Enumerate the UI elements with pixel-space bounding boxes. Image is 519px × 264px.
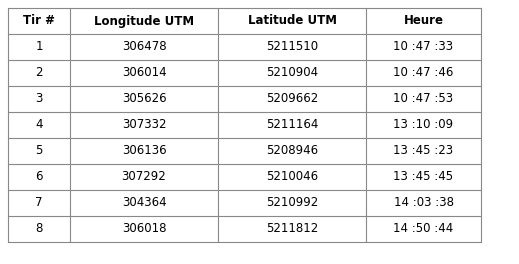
Text: 306014: 306014 xyxy=(121,67,166,79)
Text: 6: 6 xyxy=(35,171,43,183)
Text: 7: 7 xyxy=(35,196,43,210)
Text: 8: 8 xyxy=(35,223,43,235)
Text: 14 :03 :38: 14 :03 :38 xyxy=(393,196,454,210)
Text: 5210992: 5210992 xyxy=(266,196,318,210)
Text: 2: 2 xyxy=(35,67,43,79)
Text: 10 :47 :33: 10 :47 :33 xyxy=(393,40,454,54)
Text: 5208946: 5208946 xyxy=(266,144,318,158)
Text: 5209662: 5209662 xyxy=(266,92,318,106)
Text: Longitude UTM: Longitude UTM xyxy=(94,15,194,27)
Text: Heure: Heure xyxy=(403,15,444,27)
Text: 5210904: 5210904 xyxy=(266,67,318,79)
Text: 304364: 304364 xyxy=(121,196,166,210)
Text: 307292: 307292 xyxy=(121,171,167,183)
Text: 13 :45 :45: 13 :45 :45 xyxy=(393,171,454,183)
Text: 5: 5 xyxy=(35,144,43,158)
Text: 3: 3 xyxy=(35,92,43,106)
Text: 305626: 305626 xyxy=(121,92,166,106)
Text: 13 :45 :23: 13 :45 :23 xyxy=(393,144,454,158)
Text: 306136: 306136 xyxy=(121,144,166,158)
Text: 13 :10 :09: 13 :10 :09 xyxy=(393,119,454,131)
Text: Tir #: Tir # xyxy=(23,15,55,27)
Text: 306018: 306018 xyxy=(122,223,166,235)
Text: 14 :50 :44: 14 :50 :44 xyxy=(393,223,454,235)
Text: 5211510: 5211510 xyxy=(266,40,318,54)
Text: 5211164: 5211164 xyxy=(266,119,318,131)
Text: 4: 4 xyxy=(35,119,43,131)
Text: 10 :47 :53: 10 :47 :53 xyxy=(393,92,454,106)
Text: 5210046: 5210046 xyxy=(266,171,318,183)
Text: 307332: 307332 xyxy=(122,119,166,131)
Text: Latitude UTM: Latitude UTM xyxy=(248,15,336,27)
Text: 1: 1 xyxy=(35,40,43,54)
Text: 5211812: 5211812 xyxy=(266,223,318,235)
Text: 10 :47 :46: 10 :47 :46 xyxy=(393,67,454,79)
Text: 306478: 306478 xyxy=(121,40,166,54)
